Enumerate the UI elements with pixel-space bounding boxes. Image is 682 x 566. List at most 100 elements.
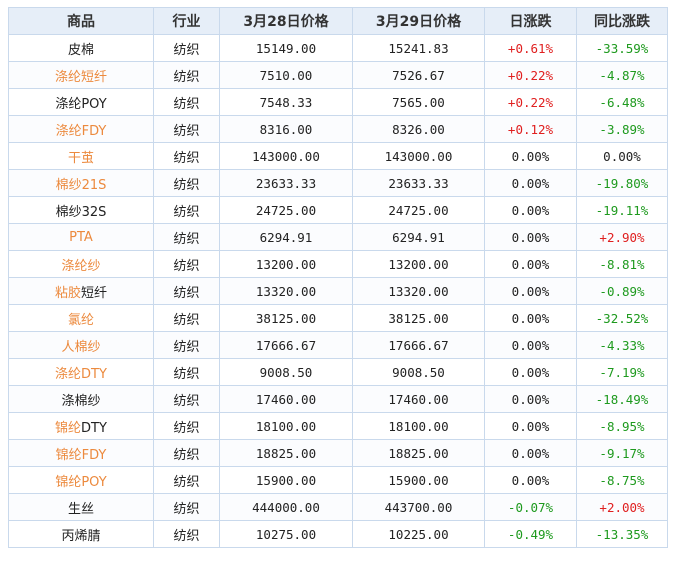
cell-product: 棉纱32S [8,196,154,224]
table-row: 涤棉纱 纺织 17460.00 17460.00 0.00% -18.49% [8,385,668,413]
product-link[interactable]: 棉纱21S [55,177,107,193]
cell-price-mar29: 8326.00 [352,115,485,143]
cell-yoy-change: -9.17% [576,439,668,467]
cell-product: 涤纶DTY [8,358,154,386]
cell-product: 涤棉纱 [8,385,154,413]
header-product[interactable]: 商品 [8,7,154,35]
product-name: 皮棉 [67,42,94,58]
product-name-suffix: 短纤 [81,285,108,301]
cell-yoy-change: -18.49% [576,385,668,413]
product-name: 棉纱32S [55,204,107,220]
cell-product: 生丝 [8,493,154,521]
cell-price-mar28: 444000.00 [219,493,353,521]
cell-industry: 纺织 [153,61,220,89]
cell-price-mar29: 23633.33 [352,169,485,197]
cell-price-mar29: 10225.00 [352,520,485,548]
table-row: 涤纶FDY 纺织 8316.00 8326.00 +0.12% -3.89% [8,115,668,143]
cell-product: 锦纶DTY [8,412,154,440]
header-price-mar28[interactable]: 3月28日价格 [219,7,353,35]
cell-industry: 纺织 [153,115,220,143]
cell-industry: 纺织 [153,412,220,440]
cell-yoy-change: -33.59% [576,34,668,62]
cell-daily-change: 0.00% [484,304,577,332]
header-industry[interactable]: 行业 [153,7,220,35]
header-daily-change[interactable]: 日涨跌 [484,7,577,35]
header-price-mar29[interactable]: 3月29日价格 [352,7,485,35]
cell-daily-change: -0.07% [484,493,577,521]
cell-daily-change: 0.00% [484,331,577,359]
cell-price-mar29: 17460.00 [352,385,485,413]
cell-price-mar29: 9008.50 [352,358,485,386]
product-name-suffix: DTY [81,420,107,436]
cell-price-mar29: 13200.00 [352,250,485,278]
cell-yoy-change: +2.00% [576,493,668,521]
cell-yoy-change: -4.33% [576,331,668,359]
product-link[interactable]: 涤纶FDY [55,123,107,139]
cell-product: 粘胶短纤 [8,277,154,305]
cell-daily-change: 0.00% [484,169,577,197]
cell-industry: 纺织 [153,223,220,251]
cell-daily-change: -0.49% [484,520,577,548]
table-row: 涤纶短纤 纺织 7510.00 7526.67 +0.22% -4.87% [8,61,668,89]
product-link[interactable]: 锦纶POY [55,474,107,490]
cell-product: 涤纶纱 [8,250,154,278]
cell-price-mar29: 24725.00 [352,196,485,224]
product-link[interactable]: PTA [69,229,93,245]
cell-price-mar29: 7526.67 [352,61,485,89]
table-header-row: 商品 行业 3月28日价格 3月29日价格 日涨跌 同比涨跌 [8,7,668,35]
product-link[interactable]: 氯纶 [67,312,94,328]
table-row: 锦纶FDY 纺织 18825.00 18825.00 0.00% -9.17% [8,439,668,467]
cell-daily-change: +0.61% [484,34,577,62]
cell-industry: 纺织 [153,493,220,521]
cell-price-mar28: 24725.00 [219,196,353,224]
header-yoy-change[interactable]: 同比涨跌 [576,7,668,35]
cell-price-mar29: 38125.00 [352,304,485,332]
cell-price-mar28: 15900.00 [219,466,353,494]
cell-price-mar28: 6294.91 [219,223,353,251]
cell-price-mar29: 143000.00 [352,142,485,170]
cell-daily-change: 0.00% [484,439,577,467]
cell-daily-change: 0.00% [484,250,577,278]
cell-daily-change: 0.00% [484,466,577,494]
product-link[interactable]: 锦纶FDY [55,447,107,463]
cell-price-mar29: 15241.83 [352,34,485,62]
cell-daily-change: 0.00% [484,196,577,224]
product-name: 涤纶POY [55,96,107,112]
cell-industry: 纺织 [153,142,220,170]
table-row: 人棉纱 纺织 17666.67 17666.67 0.00% -4.33% [8,331,668,359]
cell-industry: 纺织 [153,34,220,62]
cell-industry: 纺织 [153,169,220,197]
product-link[interactable]: 涤纶短纤 [54,69,107,85]
table-row: 锦纶POY 纺织 15900.00 15900.00 0.00% -8.75% [8,466,668,494]
cell-price-mar28: 38125.00 [219,304,353,332]
table-row: 皮棉 纺织 15149.00 15241.83 +0.61% -33.59% [8,34,668,62]
product-link[interactable]: 干茧 [67,150,94,166]
cell-product: 丙烯腈 [8,520,154,548]
cell-yoy-change: -8.81% [576,250,668,278]
product-link[interactable]: 粘胶 [54,285,81,301]
table-row: 干茧 纺织 143000.00 143000.00 0.00% 0.00% [8,142,668,170]
cell-industry: 纺织 [153,466,220,494]
cell-product: 人棉纱 [8,331,154,359]
cell-daily-change: +0.12% [484,115,577,143]
product-link[interactable]: 涤纶纱 [61,258,101,274]
cell-price-mar29: 443700.00 [352,493,485,521]
cell-price-mar28: 13200.00 [219,250,353,278]
cell-product: 干茧 [8,142,154,170]
table-row: 涤纶POY 纺织 7548.33 7565.00 +0.22% -6.48% [8,88,668,116]
cell-price-mar28: 8316.00 [219,115,353,143]
cell-daily-change: +0.22% [484,88,577,116]
cell-industry: 纺织 [153,520,220,548]
cell-daily-change: 0.00% [484,142,577,170]
cell-industry: 纺织 [153,331,220,359]
cell-yoy-change: -8.75% [576,466,668,494]
product-link[interactable]: 锦纶 [55,420,82,436]
product-link[interactable]: 人棉纱 [61,339,101,355]
cell-price-mar28: 18100.00 [219,412,353,440]
cell-industry: 纺织 [153,439,220,467]
table-body: 皮棉 纺织 15149.00 15241.83 +0.61% -33.59% 涤纶短纤 纺织 7… [8,34,668,548]
cell-price-mar28: 13320.00 [219,277,353,305]
cell-yoy-change: +2.90% [576,223,668,251]
product-link[interactable]: 涤纶DTY [55,366,107,382]
cell-price-mar28: 7510.00 [219,61,353,89]
